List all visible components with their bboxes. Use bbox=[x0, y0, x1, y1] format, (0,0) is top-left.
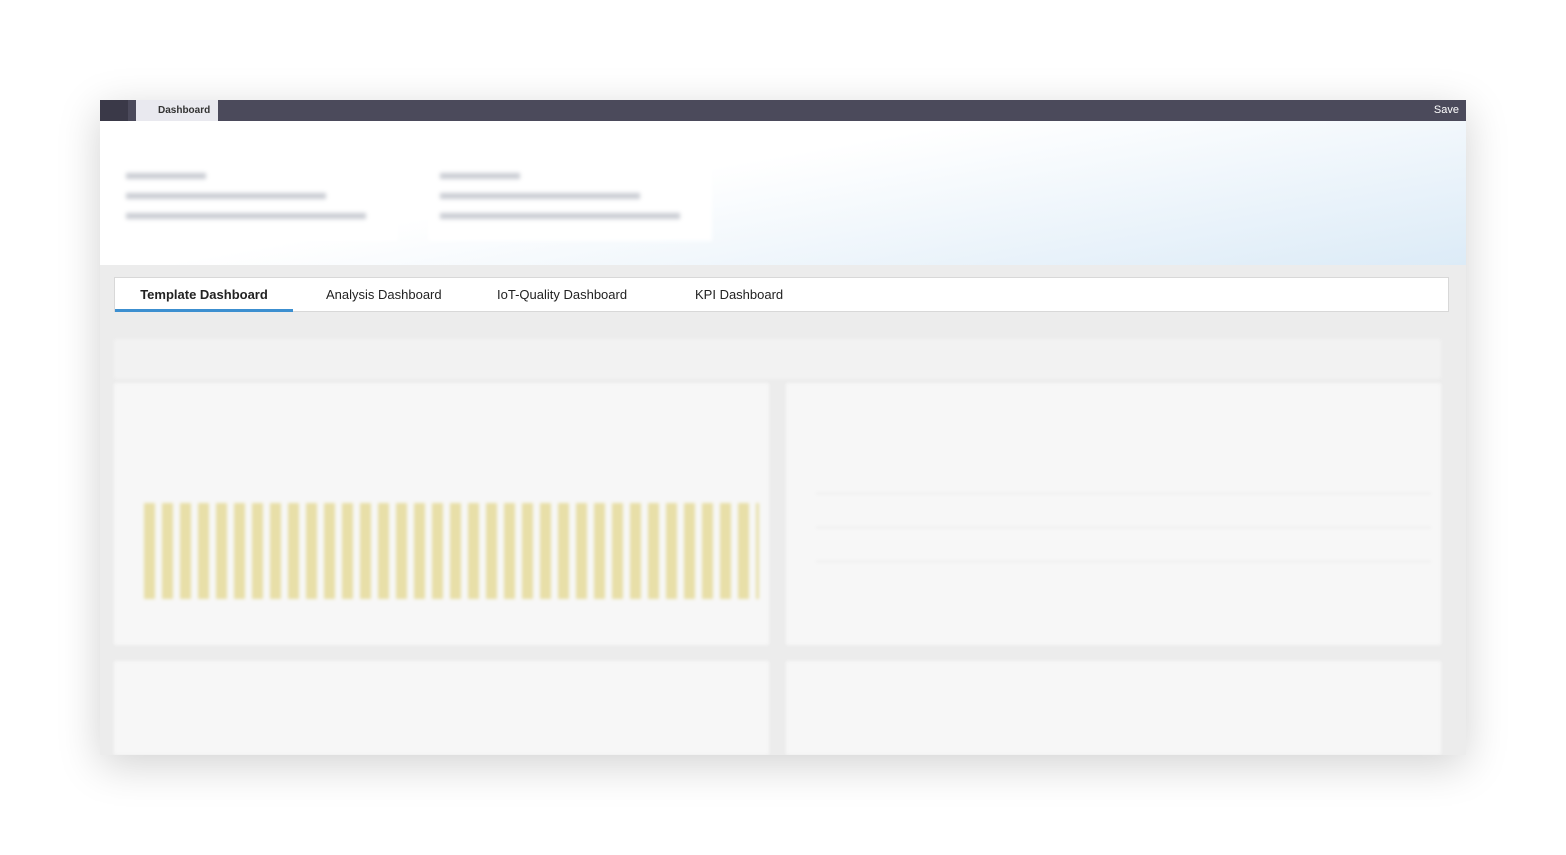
chart-panel bbox=[786, 383, 1441, 645]
tab[interactable]: IoT-Quality Dashboard bbox=[497, 287, 628, 302]
top-bar: Dashboard Save bbox=[100, 100, 1466, 121]
chart-panel bbox=[114, 661, 769, 755]
pin-button[interactable] bbox=[100, 100, 128, 121]
filter-bar bbox=[114, 339, 1441, 379]
chart-panel bbox=[786, 661, 1441, 755]
tab[interactable]: KPI Dashboard bbox=[695, 287, 784, 302]
tab[interactable]: Template Dashboard bbox=[115, 278, 293, 312]
save-button[interactable]: Save bbox=[1433, 104, 1459, 116]
chart-panel bbox=[114, 383, 769, 645]
tab[interactable]: Analysis Dashboard bbox=[326, 287, 442, 302]
window: Dashboard Save Template Dashboard Analys… bbox=[100, 100, 1466, 755]
bottleneck-card bbox=[114, 159, 398, 241]
dashboard-tab[interactable]: Dashboard bbox=[136, 100, 218, 121]
bottleneck-card bbox=[428, 159, 712, 241]
dashboard-tabs: Template Dashboard Analysis Dashboard Io… bbox=[114, 277, 1449, 312]
bottleneck-banner bbox=[100, 121, 1466, 265]
